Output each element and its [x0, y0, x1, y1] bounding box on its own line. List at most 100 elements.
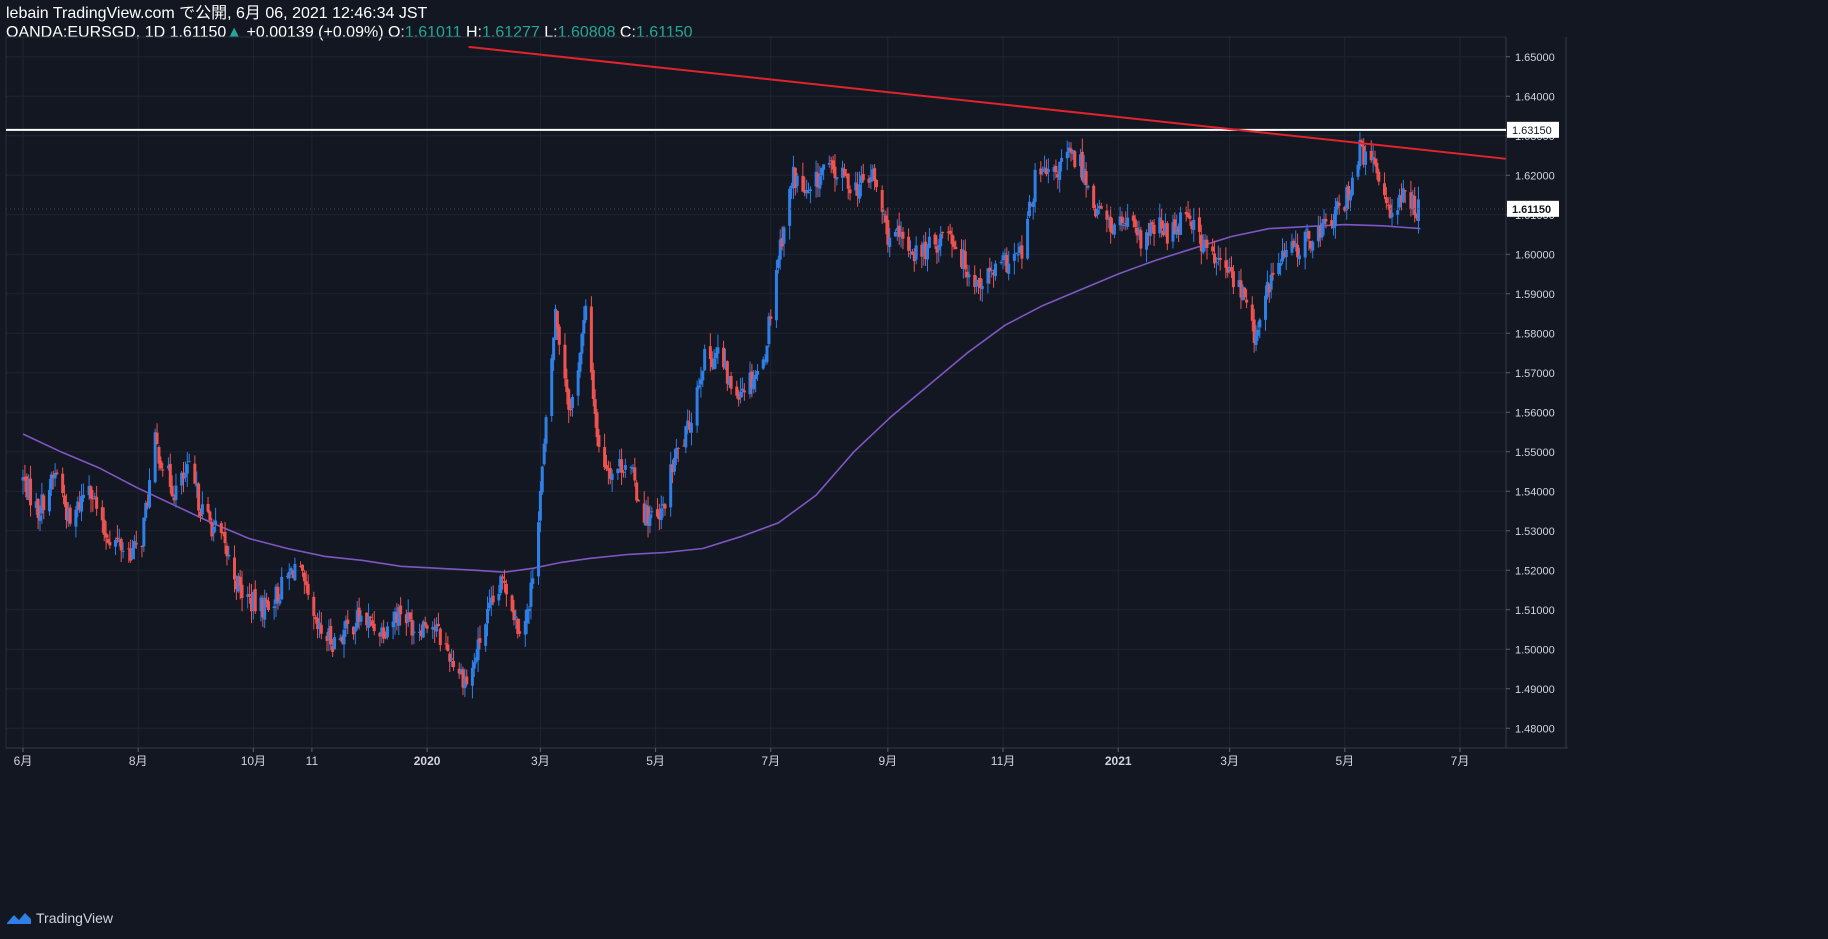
candle-body — [1175, 226, 1179, 235]
price-tick-label: 1.60000 — [1515, 249, 1555, 261]
candle — [1150, 220, 1154, 234]
candle — [132, 535, 136, 560]
candle — [1226, 259, 1230, 278]
candle-body — [1179, 212, 1183, 235]
candle-body — [642, 503, 646, 523]
candle-body — [1135, 227, 1139, 236]
candle — [1027, 195, 1031, 219]
candle-body — [909, 253, 913, 255]
candle — [1416, 186, 1420, 234]
candle-body — [1105, 210, 1109, 220]
candle-body — [1026, 218, 1030, 259]
candle-body — [540, 466, 544, 493]
candle-body — [869, 177, 873, 182]
candle — [529, 570, 533, 620]
candle — [882, 209, 886, 223]
candle-body — [338, 638, 342, 641]
candle-body — [104, 533, 108, 538]
candle — [395, 603, 399, 631]
candle-body — [1145, 232, 1149, 250]
candle-body — [635, 482, 639, 501]
candle — [1371, 143, 1375, 173]
candle-body — [380, 627, 384, 636]
candle — [578, 352, 582, 378]
candle — [367, 603, 371, 639]
candle — [1018, 241, 1022, 255]
candle — [1146, 222, 1150, 246]
candle-body — [963, 251, 967, 270]
candle-body — [663, 504, 667, 509]
candle — [886, 207, 890, 253]
candle-body — [372, 623, 376, 632]
candle-body — [803, 190, 807, 193]
candle-body — [344, 620, 348, 629]
candle — [197, 482, 201, 518]
candle — [933, 232, 937, 249]
candle-body — [899, 233, 903, 235]
candle-body — [1060, 157, 1064, 162]
candle-body — [208, 511, 212, 521]
candle — [1277, 252, 1281, 277]
candle — [978, 268, 982, 301]
candle — [565, 368, 569, 405]
candle-body — [1415, 214, 1419, 219]
candle-body — [1007, 263, 1011, 274]
tradingview-logo-icon[interactable] — [6, 910, 32, 926]
candle-body — [1237, 280, 1241, 288]
candle-body — [504, 583, 508, 595]
candle — [182, 461, 186, 493]
candle-body — [470, 667, 474, 686]
candle-body — [316, 618, 320, 630]
candle-body — [459, 669, 463, 675]
candle-body — [155, 432, 159, 445]
candle-body — [367, 616, 371, 628]
candle-body — [1027, 201, 1031, 217]
candle-body — [858, 184, 862, 199]
candle-body — [1245, 299, 1249, 303]
candle-body — [206, 504, 210, 512]
candle — [497, 584, 501, 606]
candle — [219, 521, 223, 540]
candle — [869, 164, 873, 190]
candle-body — [142, 517, 146, 547]
candle-body — [1396, 210, 1400, 215]
candle — [484, 623, 488, 652]
candle-body — [1033, 169, 1037, 202]
candle-body — [846, 173, 850, 189]
candle-body — [859, 175, 863, 184]
candle-body — [431, 626, 435, 630]
candle-body — [251, 592, 255, 611]
candle-body — [1056, 174, 1060, 178]
candle-body — [631, 468, 635, 470]
candle — [606, 460, 610, 485]
candle-body — [952, 241, 956, 247]
candle — [1213, 240, 1217, 269]
candle — [353, 623, 357, 645]
candle-body — [644, 504, 648, 526]
candle-body — [669, 464, 673, 508]
candle — [78, 491, 82, 513]
candle — [1188, 209, 1192, 226]
candle-body — [89, 486, 93, 499]
candle-body — [882, 213, 886, 215]
price-tick-label: 1.56000 — [1515, 407, 1555, 419]
candle — [1111, 218, 1115, 235]
candle — [121, 542, 125, 559]
brand-label[interactable]: TradingView — [36, 910, 114, 926]
candle-body — [351, 626, 355, 635]
candle-body — [299, 565, 303, 567]
candle-body — [1067, 147, 1071, 152]
candle — [818, 165, 822, 197]
candle — [976, 277, 980, 295]
candle-body — [1052, 167, 1056, 172]
candle-body — [954, 246, 958, 250]
candle-body — [461, 669, 465, 688]
candle-body — [117, 540, 121, 542]
candle — [965, 264, 969, 287]
candle-body — [1133, 219, 1137, 227]
candle-body — [1337, 202, 1341, 206]
candle-body — [1347, 185, 1351, 200]
candle — [684, 425, 688, 454]
candle-body — [848, 189, 852, 194]
